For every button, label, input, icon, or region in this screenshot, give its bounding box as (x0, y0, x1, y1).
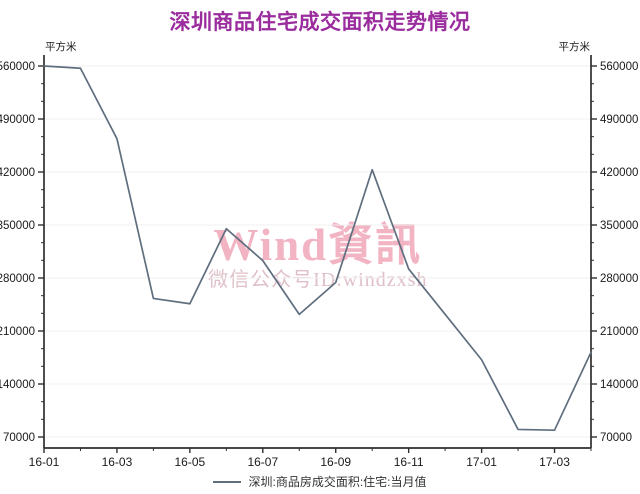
legend: 深圳:商品房成交面积:住宅:当月值 (0, 473, 640, 490)
svg-text:140000: 140000 (0, 379, 35, 391)
x-axis-ticks: 16-01 16-03 16-05 16-07 16-09 16-11 17-01 17-03 (29, 448, 592, 469)
svg-text:平方米: 平方米 (559, 40, 591, 53)
svg-text:490000: 490000 (600, 114, 638, 126)
svg-text:560000: 560000 (600, 61, 638, 73)
svg-text:16-01: 16-01 (29, 455, 60, 469)
svg-text:280000: 280000 (0, 273, 35, 285)
svg-text:17-03: 17-03 (539, 455, 570, 469)
axes (43, 55, 592, 449)
svg-text:平方米: 平方米 (45, 40, 77, 53)
svg-text:280000: 280000 (600, 273, 638, 285)
svg-text:350000: 350000 (600, 220, 638, 232)
svg-text:16-03: 16-03 (102, 455, 133, 469)
chart-title: 深圳商品住宅成交面积走势情况 (169, 11, 471, 34)
svg-text:420000: 420000 (0, 167, 35, 179)
svg-text:560000: 560000 (0, 61, 35, 73)
svg-text:16-11: 16-11 (394, 455, 424, 469)
svg-text:140000: 140000 (600, 379, 638, 391)
svg-text:420000: 420000 (600, 167, 638, 179)
svg-text:17-01: 17-01 (466, 455, 497, 469)
series-line (43, 65, 592, 432)
y-axis-ticks: 70000 70000 140000 140000 210000 210000 280000… (0, 61, 638, 444)
svg-text:16-09: 16-09 (320, 455, 351, 469)
legend-line-swatch (213, 480, 242, 483)
axis-unit-labels: 平方米 平方米 (45, 40, 590, 53)
svg-text:210000: 210000 (0, 326, 35, 338)
gridlines (44, 65, 591, 438)
svg-text:70000: 70000 (3, 432, 35, 444)
svg-text:16-05: 16-05 (175, 455, 206, 469)
svg-text:350000: 350000 (0, 220, 35, 232)
svg-text:70000: 70000 (600, 432, 632, 444)
svg-text:210000: 210000 (600, 326, 638, 338)
svg-text:490000: 490000 (0, 114, 35, 126)
svg-text:16-07: 16-07 (247, 455, 278, 469)
legend-label: 深圳:商品房成交面积:住宅:当月值 (248, 475, 427, 489)
